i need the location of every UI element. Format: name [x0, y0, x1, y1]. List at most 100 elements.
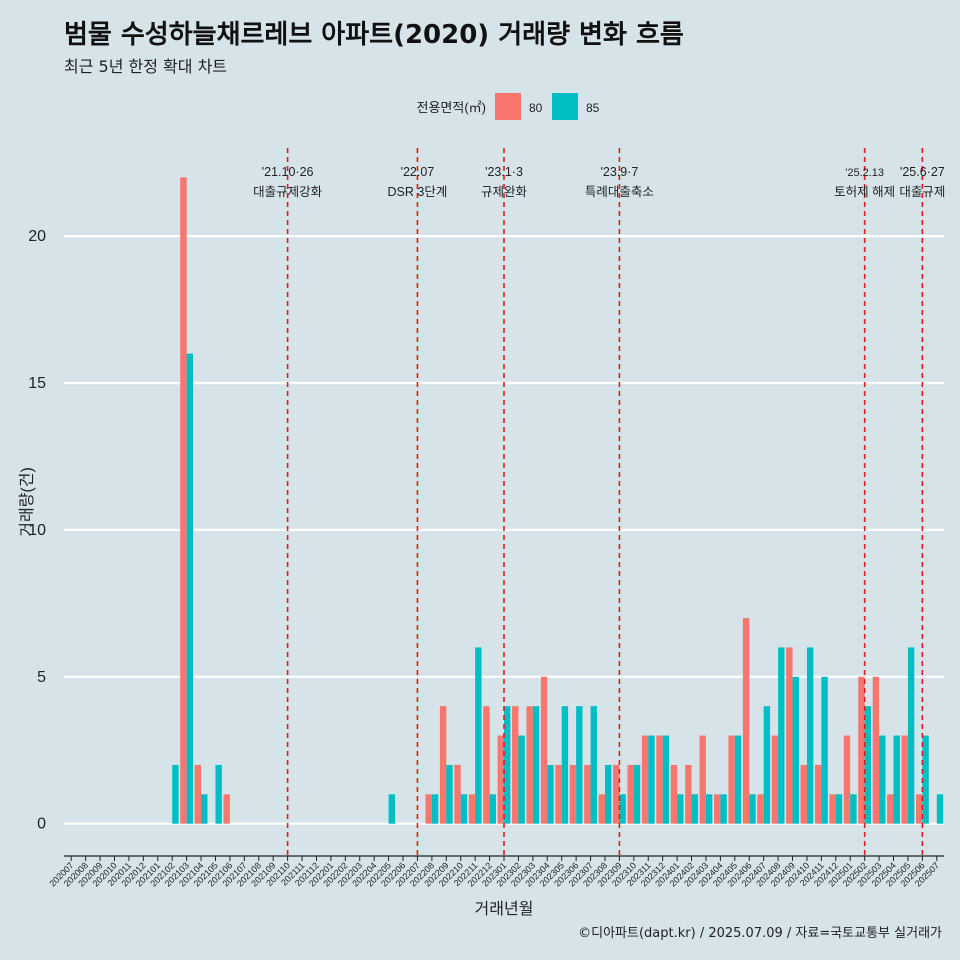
bar-80-202305 — [555, 764, 562, 824]
event-date-label: '25.6·27 — [900, 165, 945, 179]
legend-label-80: 80 — [529, 101, 543, 115]
bar-85-202308 — [604, 764, 612, 824]
event-name-label: 토허제 해제 — [834, 185, 895, 199]
y-tick-label: 10 — [28, 522, 46, 539]
x-axis-title: 거래년월 — [475, 900, 534, 918]
bar-85-202503 — [879, 735, 886, 824]
legend-title: 전용면적(㎡) — [417, 100, 487, 115]
bar-85-202303 — [532, 706, 540, 824]
legend-swatch-85 — [552, 93, 578, 120]
bar-80-202312 — [656, 735, 663, 824]
bar-85-202310 — [633, 764, 641, 824]
bar-85-202505 — [907, 647, 915, 824]
bar-80-202404 — [713, 794, 721, 824]
bar-85-202504 — [893, 735, 900, 824]
bar-85-202402 — [691, 794, 698, 824]
bar-85-202301 — [504, 706, 511, 824]
bar-85-202103 — [186, 353, 194, 824]
event-name-label: 특례대출축소 — [585, 185, 654, 199]
bar-85-202205 — [388, 794, 395, 824]
bar-80-202304 — [540, 676, 548, 824]
legend: 전용면적(㎡) 80 85 — [417, 93, 600, 120]
bar-80-202501 — [843, 735, 851, 824]
bar-85-202210 — [460, 794, 468, 824]
bar-80-202402 — [685, 764, 692, 824]
bar-80-202211 — [468, 794, 476, 824]
bar-85-202407 — [763, 706, 771, 824]
bar-80-202311 — [641, 735, 649, 824]
bar-85-202502 — [864, 706, 872, 824]
bars — [172, 177, 944, 824]
event-date-label: '25.2.13 — [845, 167, 884, 179]
bar-85-202501 — [850, 794, 857, 824]
bar-85-202311 — [648, 735, 655, 824]
bar-80-202405 — [728, 735, 735, 824]
bar-80-202506 — [915, 794, 923, 824]
bar-80-202106 — [223, 794, 230, 824]
bar-80-202303 — [526, 706, 533, 824]
event-name-label: 대출규제 — [899, 185, 945, 199]
bar-85-202404 — [720, 794, 727, 824]
event-name-label: DSR 3단계 — [388, 185, 448, 199]
bar-85-202410 — [806, 647, 814, 824]
bar-80-202104 — [194, 764, 202, 824]
bar-80-202309 — [613, 764, 620, 824]
bar-80-202209 — [439, 706, 447, 824]
bar-80-202502 — [858, 676, 865, 824]
bar-85-202405 — [734, 735, 742, 824]
bar-85-202409 — [792, 676, 799, 824]
bar-85-202305 — [561, 706, 569, 824]
chart-title: 범물 수성하늘채르레브 아파트(2020) 거래량 변화 흐름 — [64, 20, 684, 50]
bar-85-202307 — [590, 706, 597, 824]
bar-85-202302 — [518, 735, 525, 824]
bar-80-202409 — [786, 647, 793, 824]
bar-85-202506 — [922, 735, 929, 824]
bar-80-202503 — [872, 676, 880, 824]
bar-85-202309 — [619, 794, 626, 824]
bar-80-202408 — [771, 735, 779, 824]
bar-80-202310 — [627, 764, 634, 824]
y-tick-label: 0 — [37, 816, 46, 833]
bar-80-202307 — [584, 764, 591, 824]
bar-85-202306 — [576, 706, 583, 824]
bar-80-202411 — [814, 764, 822, 824]
bar-80-202410 — [800, 764, 807, 824]
event-date-label: '22.07 — [401, 165, 435, 179]
y-axis-title: 거래량(건) — [18, 467, 36, 537]
event-date-label: '23.1·3 — [485, 165, 523, 179]
bar-80-202504 — [887, 794, 894, 824]
legend-swatch-80 — [495, 93, 521, 120]
legend-label-85: 85 — [586, 101, 600, 115]
bar-85-202406 — [749, 794, 756, 824]
bar-85-202209 — [446, 764, 453, 824]
bar-85-202104 — [201, 794, 208, 824]
bar-80-202208 — [425, 794, 432, 824]
event-name-label: 대출규제강화 — [253, 185, 323, 199]
bar-80-202302 — [512, 706, 519, 824]
bar-80-202403 — [699, 735, 706, 824]
bar-80-202301 — [497, 735, 504, 824]
bar-85-202412 — [835, 794, 843, 824]
bar-80-202401 — [670, 764, 678, 824]
bar-80-202412 — [829, 794, 836, 824]
bar-80-202308 — [598, 794, 605, 824]
bar-85-202208 — [431, 794, 439, 824]
chart-subtitle: 최근 5년 한정 확대 차트 — [64, 57, 228, 76]
bar-80-202406 — [742, 618, 750, 824]
bar-85-202102 — [172, 764, 179, 824]
bar-80-202505 — [901, 735, 908, 824]
event-lines: '21.10·26 대출규제강화 '22.07 DSR 3단계 '23.1·3 규제완화 '… — [253, 148, 945, 856]
event-name-label: 규제완화 — [481, 185, 528, 199]
bar-85-202403 — [705, 794, 713, 824]
bar-80-202210 — [454, 764, 461, 824]
bar-85-202408 — [778, 647, 785, 824]
bar-85-202212 — [489, 794, 496, 824]
y-tick-label: 20 — [28, 228, 46, 245]
bar-85-202304 — [547, 764, 554, 824]
bar-85-202401 — [677, 794, 684, 824]
event-date-label: '23.9·7 — [600, 165, 638, 179]
bar-85-202411 — [821, 676, 828, 824]
bar-85-202312 — [662, 735, 670, 824]
bar-85-202211 — [475, 647, 482, 824]
